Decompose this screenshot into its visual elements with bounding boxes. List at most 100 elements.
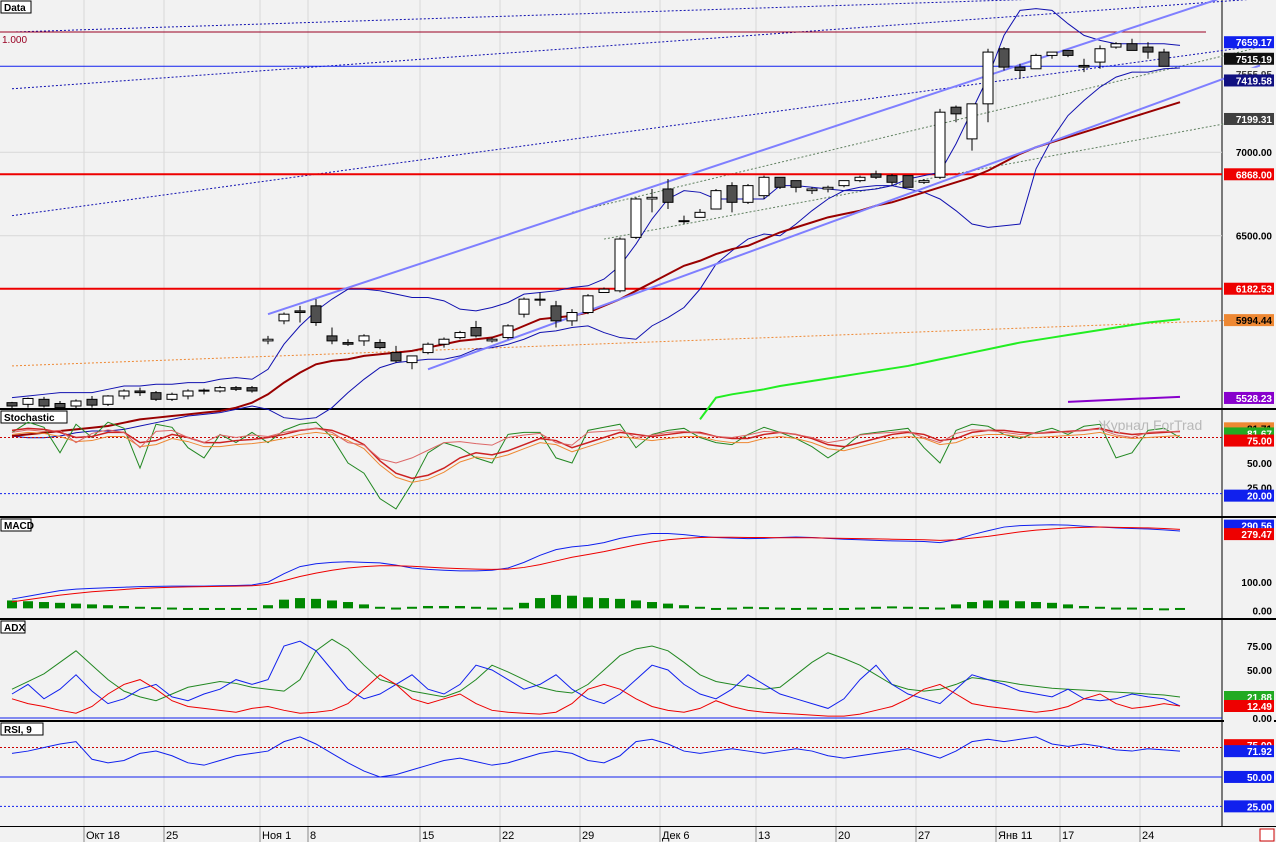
macd-hist-bar-63: [1015, 601, 1025, 609]
candle-body-6: [102, 395, 114, 405]
macd-hist-bar-48: [775, 607, 785, 610]
macd-hist-bar-16: [263, 605, 273, 609]
candle-body-55: [886, 175, 898, 183]
pane-title-box-3: [0, 620, 26, 634]
candle-body-2: [38, 398, 50, 407]
candle-body-30: [486, 338, 498, 342]
candle-body-42: [678, 220, 690, 223]
stoch-label-5: 20.00: [1247, 492, 1272, 503]
candle-body-7: [118, 390, 130, 397]
candle-body-11: [182, 390, 194, 397]
pane-title-box-4: [0, 722, 44, 736]
time-label-8: 13: [758, 830, 770, 842]
candle-body-34: [550, 305, 562, 322]
stoch-label-bg-2: [1224, 434, 1274, 447]
candle-body-26: [422, 343, 434, 354]
candle-body-47: [758, 176, 770, 197]
pane-title-box-0: [0, 0, 32, 14]
macd-hist-bar-62: [999, 600, 1009, 609]
candle-body-29: [470, 327, 482, 337]
candle-body-24: [390, 352, 402, 362]
time-label-11: Янв 11: [998, 830, 1032, 842]
rsi-line: [11, 736, 1181, 778]
pane-1-bg: [0, 410, 1222, 516]
macd-hist-bar-66: [1063, 604, 1073, 609]
pane-title-box-2: [0, 518, 32, 532]
macd-hist-bar-22: [359, 604, 369, 609]
macd-hist-bar-33: [535, 598, 545, 609]
price-label-bg-7: [1224, 146, 1274, 159]
macd-hist-bar-72: [1159, 608, 1169, 611]
time-label-5: 22: [502, 830, 514, 842]
time-label-4: 15: [422, 830, 434, 842]
rsi-label-bg-2: [1224, 770, 1274, 783]
time-label-7: Дек 6: [662, 830, 690, 842]
macd-label-bg-3: [1224, 604, 1274, 617]
candle-body-10: [166, 393, 178, 400]
price-label-bg-6: [1224, 229, 1274, 242]
candle-body-23: [374, 342, 386, 349]
macd-hist-bar-49: [791, 607, 801, 610]
candle-body-35: [566, 312, 578, 322]
price-label-9: 5994.44: [1236, 316, 1273, 327]
adx-label-3: 12.49: [1247, 702, 1272, 713]
macd-hist-bar-17: [279, 599, 289, 609]
moving-average-green: [699, 318, 1181, 420]
time-label-1: 25: [166, 830, 178, 842]
macd-hist-bar-68: [1095, 606, 1105, 609]
rsi-label-2: 50.00: [1247, 773, 1272, 784]
macd-hist-bar-21: [343, 602, 353, 609]
candle-body-39: [630, 198, 642, 238]
stoch-k-line: [11, 427, 1181, 464]
macd-hist-bar-18: [295, 598, 305, 609]
macd-hist-bar-61: [983, 600, 993, 609]
watermark: Журнал ForTrad: [1098, 417, 1202, 433]
pane-title-2: MACD: [4, 521, 34, 532]
macd-hist-bar-2: [39, 602, 49, 609]
pane-title-3: ADX: [4, 623, 25, 634]
pane-title-1: Stochastic: [4, 413, 55, 424]
candle-body-46: [742, 185, 754, 203]
channel-dotted-upper: [11, 0, 1249, 90]
price-label-5: 6868.00: [1236, 170, 1273, 181]
macd-hist-bar-9: [151, 607, 161, 610]
macd-hist-bar-28: [455, 605, 465, 609]
macd-hist-bar-26: [423, 605, 433, 609]
candle-body-72: [1158, 51, 1170, 67]
candle-body-21: [342, 342, 354, 345]
macd-hist-bar-42: [679, 605, 689, 609]
macd-label-0: 290.56: [1241, 522, 1272, 533]
candle-body-57: [918, 180, 930, 183]
macd-hist-bar-27: [439, 605, 449, 609]
rsi-label-bg-3: [1224, 800, 1274, 813]
candle-body-36: [582, 295, 594, 314]
price-label-1: 7515.19: [1236, 55, 1273, 66]
macd-hist-bar-70: [1127, 607, 1137, 610]
macd-hist-bar-4: [71, 603, 81, 609]
channel-mid2-dotted: [603, 116, 1261, 240]
macd-hist-bar-12: [199, 607, 209, 610]
candle-body-71: [1142, 46, 1154, 53]
adx-label-bg-2: [1224, 690, 1274, 703]
candle-body-62: [998, 48, 1010, 68]
moving-average-red: [11, 101, 1181, 438]
candle-body-0: [6, 402, 18, 407]
macd-hist-bar-59: [951, 604, 961, 609]
macd-hist-bar-3: [55, 602, 65, 609]
macd-hist-bar-15: [247, 607, 257, 610]
stoch-slow-orange: [11, 431, 1181, 483]
macd-hist-bar-64: [1031, 602, 1041, 609]
channel-dotted-lower: [11, 44, 1261, 217]
rsi-label-1: 71.92: [1247, 747, 1272, 758]
macd-hist-bar-31: [503, 607, 513, 610]
macd-hist-bar-40: [647, 602, 657, 609]
macd-hist-bar-1: [23, 601, 33, 609]
time-label-3: 8: [310, 830, 316, 842]
candle-body-37: [598, 288, 610, 293]
macd-hist-bar-10: [167, 607, 177, 610]
corner-button: [1259, 828, 1275, 842]
macd-hist-bar-39: [631, 600, 641, 609]
candle-body-13: [214, 387, 226, 392]
candle-body-56: [902, 175, 914, 188]
candle-body-51: [822, 186, 834, 190]
